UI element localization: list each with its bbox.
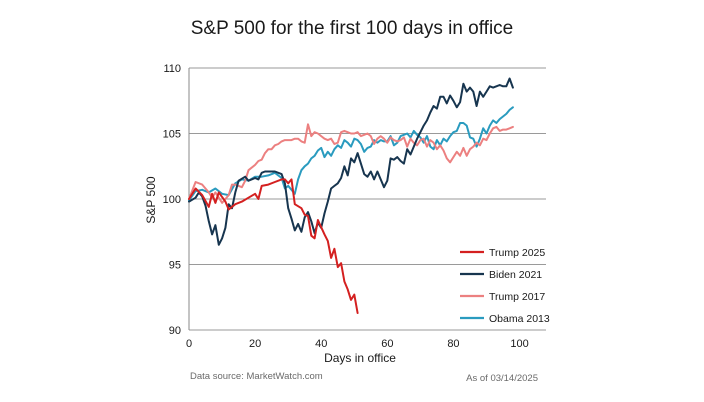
data-source-note: Data source: MarketWatch.com: [190, 371, 323, 382]
y-tick-label-95: 95: [169, 260, 181, 272]
series-lines: [188, 77, 514, 314]
series-line-obama-2013: [188, 106, 514, 202]
y-tick-label-100: 100: [163, 194, 181, 206]
x-tick-label-40: 40: [315, 338, 327, 350]
y-tick-label-90: 90: [169, 325, 181, 337]
y-axis-label: S&P 500: [144, 176, 158, 223]
legend-label-trump-2025: Trump 2025: [489, 247, 545, 259]
as-of-date: As of 03/14/2025: [466, 373, 538, 384]
series-line-trump-2025: [188, 178, 359, 314]
axes: 90 95 100 105 110 0 20 40 60 80 100: [163, 63, 529, 350]
x-axis-label: Days in office: [324, 351, 396, 365]
legend-label-trump-2017: Trump 2017: [489, 291, 545, 303]
y-tick-label-110: 110: [163, 63, 181, 75]
x-tick-label-60: 60: [381, 338, 393, 350]
x-tick-label-100: 100: [510, 338, 528, 350]
chart-title: S&P 500 for the first 100 days in office: [190, 18, 514, 39]
legend-label-biden-2021: Biden 2021: [489, 269, 542, 281]
x-tick-label-20: 20: [249, 338, 261, 350]
legend-label-obama-2013: Obama 2013: [489, 313, 550, 325]
legend: Trump 2025 Biden 2021 Trump 2017 Obama 2013: [460, 247, 550, 325]
x-tick-label-0: 0: [186, 338, 192, 350]
y-tick-label-105: 105: [163, 129, 181, 141]
series-line-trump-2017: [188, 123, 514, 204]
series-line-biden-2021: [188, 77, 514, 246]
x-tick-label-80: 80: [447, 338, 459, 350]
